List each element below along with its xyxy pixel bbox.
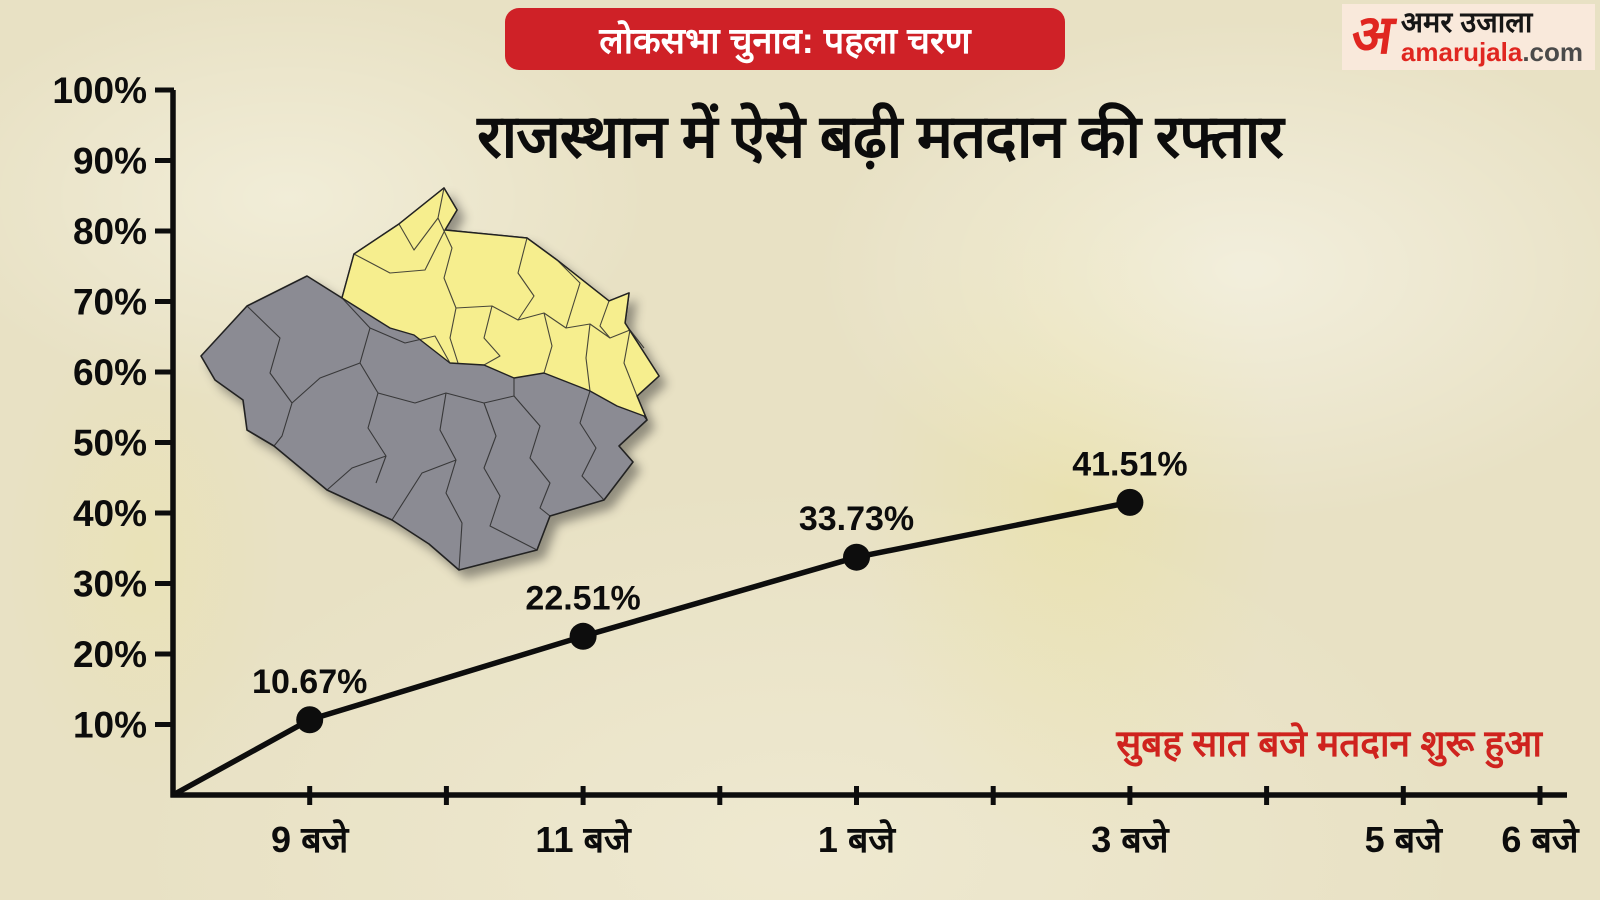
page-title: राजस्थान में ऐसे बढ़ी मतदान की रफ्तार	[477, 102, 1284, 170]
x-tick-label: 1 बजे	[818, 819, 897, 860]
y-tick-label: 80%	[73, 211, 147, 252]
top-badge: लोकसभा चुनाव: पहला चरण	[505, 8, 1065, 70]
x-tick-label: 9 बजे	[271, 819, 350, 860]
rajasthan-map	[200, 178, 670, 580]
amarujala-logo-domain: amarujala.com	[1400, 36, 1583, 67]
amarujala-logo-domain-name: amarujala	[1400, 36, 1523, 67]
x-tick-label: 5 बजे	[1365, 819, 1444, 860]
y-tick-label: 70%	[73, 282, 147, 323]
y-tick-label: 90%	[73, 141, 147, 182]
data-point	[843, 543, 870, 571]
data-point	[1116, 488, 1144, 516]
x-tick-label: 6 बजे	[1501, 819, 1580, 860]
data-point	[296, 706, 324, 734]
amarujala-logo-hindi: अमर उजाला	[1400, 6, 1533, 39]
data-point	[569, 622, 597, 650]
top-badge-label: लोकसभा चुनाव: पहला चरण	[599, 19, 971, 61]
y-tick-label: 40%	[73, 493, 147, 534]
rajasthan-map-svg	[200, 187, 660, 571]
y-tick-label: 30%	[73, 564, 147, 605]
x-tick-label: 3 बजे	[1091, 819, 1170, 860]
data-point-label: 41.51%	[1072, 445, 1187, 483]
data-point-label: 22.51%	[525, 579, 640, 617]
map-region-yellow	[341, 187, 660, 421]
amarujala-logo-mark-icon: अ	[1347, 5, 1398, 65]
y-tick-label: 100%	[52, 70, 147, 111]
y-tick-label: 20%	[73, 634, 147, 675]
data-point-label: 33.73%	[799, 500, 914, 538]
y-tick-label: 10%	[73, 705, 147, 746]
y-tick-label: 60%	[73, 352, 147, 393]
y-tick-label: 50%	[73, 423, 147, 464]
amarujala-logo: अ अमर उजाला amarujala.com	[1341, 4, 1595, 70]
data-point-label: 10.67%	[252, 663, 367, 701]
map-district-borders	[246, 187, 645, 571]
x-tick-label: 11 बजे	[535, 819, 632, 860]
amarujala-logo-domain-suffix: .com	[1522, 36, 1583, 67]
voting-start-note: सुबह सात बजे मतदान शुरू हुआ	[1116, 723, 1542, 764]
